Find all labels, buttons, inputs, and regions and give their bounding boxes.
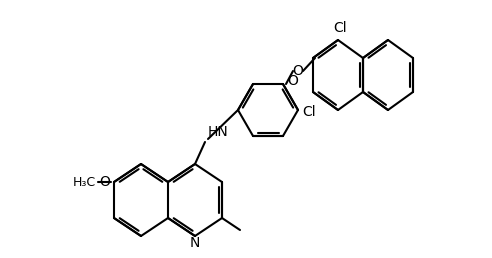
Text: H₃C: H₃C <box>73 175 96 189</box>
Text: O: O <box>99 175 110 189</box>
Text: Cl: Cl <box>302 105 316 119</box>
Text: O: O <box>293 64 304 78</box>
Text: O: O <box>287 74 298 88</box>
Text: HN: HN <box>208 125 229 139</box>
Text: Cl: Cl <box>333 21 347 35</box>
Text: N: N <box>190 236 200 250</box>
